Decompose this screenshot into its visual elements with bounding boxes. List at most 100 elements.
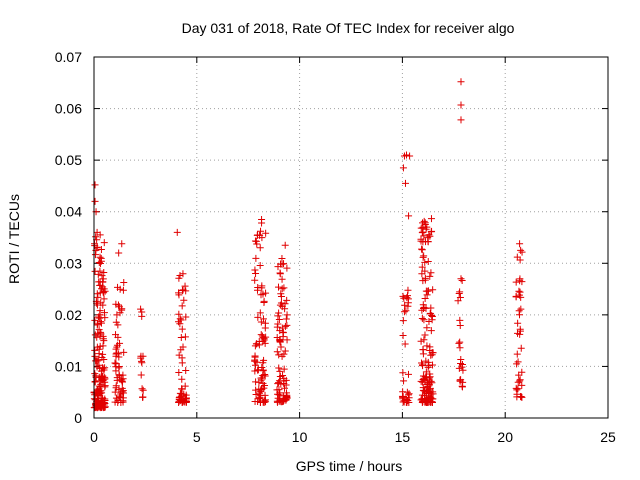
data-point	[457, 78, 465, 86]
data-point	[404, 292, 412, 300]
chart-title: Day 031 of 2018, Rate Of TEC Index for r…	[182, 20, 515, 36]
data-point	[418, 314, 426, 322]
data-point	[94, 293, 102, 301]
data-point	[182, 313, 190, 321]
data-point	[96, 278, 104, 286]
data-point	[252, 361, 260, 369]
data-point	[95, 361, 103, 369]
data-point	[111, 359, 119, 367]
data-point	[399, 369, 407, 377]
data-point	[404, 295, 412, 303]
data-point	[99, 364, 107, 372]
data-point	[418, 246, 426, 254]
data-point	[259, 371, 267, 379]
data-point	[283, 296, 291, 304]
data-point	[119, 371, 127, 379]
data-point	[112, 300, 120, 308]
data-point	[275, 364, 283, 372]
data-point	[400, 294, 408, 302]
data-point	[423, 287, 431, 295]
data-point	[98, 401, 106, 409]
data-point	[95, 350, 103, 358]
data-point	[424, 234, 432, 242]
data-point	[255, 341, 263, 349]
data-point	[99, 288, 107, 296]
data-point	[517, 305, 525, 313]
data-point	[100, 269, 108, 277]
data-point	[176, 320, 184, 328]
data-point	[273, 348, 281, 356]
x-tick-label: 10	[292, 429, 308, 445]
data-point	[515, 371, 523, 379]
data-point	[283, 311, 291, 319]
data-point	[97, 246, 105, 254]
data-point	[427, 327, 435, 335]
data-point	[91, 316, 99, 324]
data-point	[177, 316, 185, 324]
data-point	[420, 387, 428, 395]
data-point	[403, 388, 411, 396]
data-point	[426, 272, 434, 280]
data-point	[406, 152, 414, 160]
data-point	[419, 253, 427, 261]
data-point	[114, 283, 122, 291]
axis-ticks: 0 5 10 15 20 25 0 0.01 0.02 0.03 0.04 0.05 0.06 0.07	[55, 49, 616, 445]
data-point	[257, 388, 265, 396]
data-point	[92, 233, 100, 241]
data-point	[276, 372, 284, 380]
data-point	[514, 329, 522, 337]
data-point	[274, 283, 282, 291]
data-point	[427, 394, 435, 402]
data-point	[420, 252, 428, 260]
data-point	[252, 254, 260, 262]
data-point	[283, 336, 291, 344]
data-point	[399, 393, 407, 401]
data-point	[256, 261, 264, 269]
data-point	[402, 307, 410, 315]
data-point	[97, 319, 105, 327]
data-point	[111, 398, 119, 406]
data-point	[428, 348, 436, 356]
data-point	[281, 384, 289, 392]
data-point	[180, 296, 188, 304]
data-point	[99, 335, 107, 343]
data-point	[405, 390, 413, 398]
data-point	[137, 357, 145, 365]
data-point	[276, 270, 284, 278]
data-point	[96, 342, 104, 350]
data-point	[427, 269, 435, 277]
data-point	[423, 342, 431, 350]
data-point	[417, 224, 425, 232]
data-point	[419, 346, 427, 354]
data-point	[283, 394, 291, 402]
data-point	[92, 357, 100, 365]
data-point	[137, 354, 145, 362]
data-point	[97, 299, 105, 307]
data-point	[277, 343, 285, 351]
data-point	[276, 335, 284, 343]
data-point	[513, 360, 521, 368]
data-points	[90, 78, 526, 412]
data-point	[457, 101, 465, 109]
data-point	[177, 396, 185, 404]
data-point	[112, 360, 120, 368]
data-point	[514, 378, 522, 386]
data-point	[274, 394, 282, 402]
data-point	[456, 344, 464, 352]
data-point	[419, 372, 427, 380]
data-point	[120, 348, 128, 356]
data-point	[181, 333, 189, 341]
y-axis-label: ROTI / TECUs	[6, 194, 22, 284]
data-point	[98, 389, 106, 397]
data-point	[425, 231, 433, 239]
data-point	[428, 316, 436, 324]
data-point	[421, 267, 429, 275]
data-point	[273, 397, 281, 405]
data-point	[275, 379, 283, 387]
data-point	[425, 389, 433, 397]
data-point	[419, 238, 427, 246]
data-point	[277, 290, 285, 298]
data-point	[401, 340, 409, 348]
data-point	[259, 315, 267, 323]
